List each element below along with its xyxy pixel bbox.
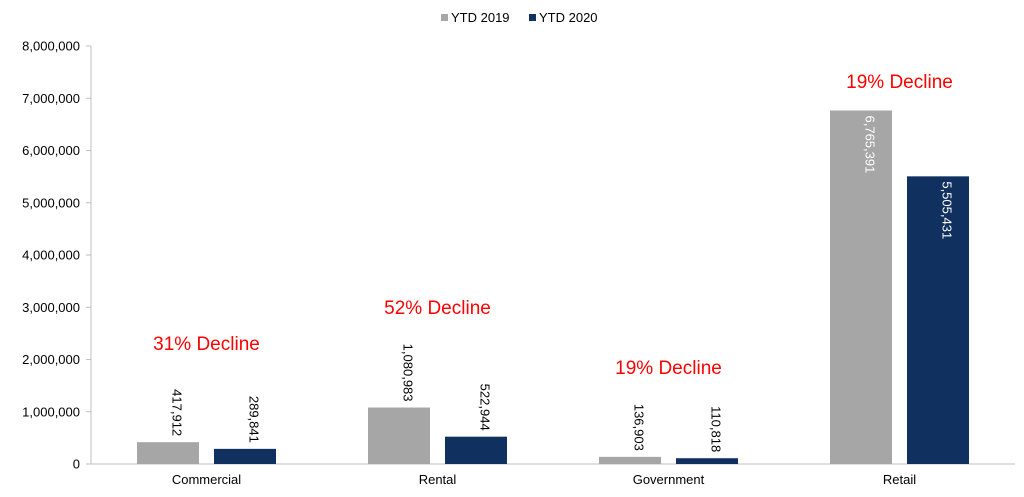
bar	[830, 110, 892, 464]
data-labels: 417,912 289,841 1,080,983 522,944 136,903 110…	[170, 116, 955, 453]
data-label: 6,765,391	[863, 116, 878, 174]
data-label: 417,912	[170, 389, 185, 436]
bar	[676, 458, 738, 464]
x-tick-label: Retail	[883, 472, 916, 487]
y-axis: 0 1,000,000 2,000,000 3,000,000 4,000,000 5,0…	[22, 39, 92, 472]
y-tick-label: 7,000,000	[22, 91, 80, 106]
bar	[368, 407, 430, 464]
y-tick-label: 8,000,000	[22, 39, 80, 54]
decline-annotation: 31% Decline	[153, 334, 260, 355]
y-tick-label: 6,000,000	[22, 143, 80, 158]
bars	[137, 110, 969, 464]
legend: YTD 2019 YTD 2020	[441, 10, 598, 25]
bar	[907, 176, 969, 464]
x-tick-label: Government	[633, 472, 705, 487]
data-label: 110,818	[709, 406, 724, 452]
bar	[214, 448, 276, 464]
y-tick-label: 1,000,000	[22, 404, 80, 419]
bar	[599, 456, 661, 464]
y-tick-label: 0	[73, 457, 80, 472]
bar	[137, 442, 199, 464]
legend-swatch	[441, 14, 448, 21]
y-tick-label: 4,000,000	[22, 248, 80, 263]
y-tick-label: 3,000,000	[22, 300, 80, 315]
legend-label: YTD 2020	[539, 10, 598, 25]
decline-annotation: 52% Decline	[384, 298, 491, 319]
annotations: 31% Decline 52% Decline 19% Decline 19% Dec…	[153, 72, 953, 379]
data-label: 289,841	[247, 396, 262, 443]
data-label: 5,505,431	[940, 181, 955, 239]
data-label: 522,944	[478, 384, 493, 431]
data-label: 1,080,983	[401, 344, 416, 402]
x-tick-label: Rental	[419, 472, 457, 487]
legend-label: YTD 2019	[451, 10, 510, 25]
bar	[445, 436, 507, 464]
decline-annotation: 19% Decline	[846, 72, 953, 93]
legend-swatch	[529, 14, 536, 21]
data-label: 136,903	[632, 404, 647, 451]
decline-annotation: 19% Decline	[615, 358, 722, 379]
x-tick-label: Commercial	[172, 472, 241, 487]
x-axis: Commercial Rental Government Retail	[91, 463, 1015, 487]
y-tick-label: 5,000,000	[22, 195, 80, 210]
y-tick-label: 2,000,000	[22, 352, 80, 367]
